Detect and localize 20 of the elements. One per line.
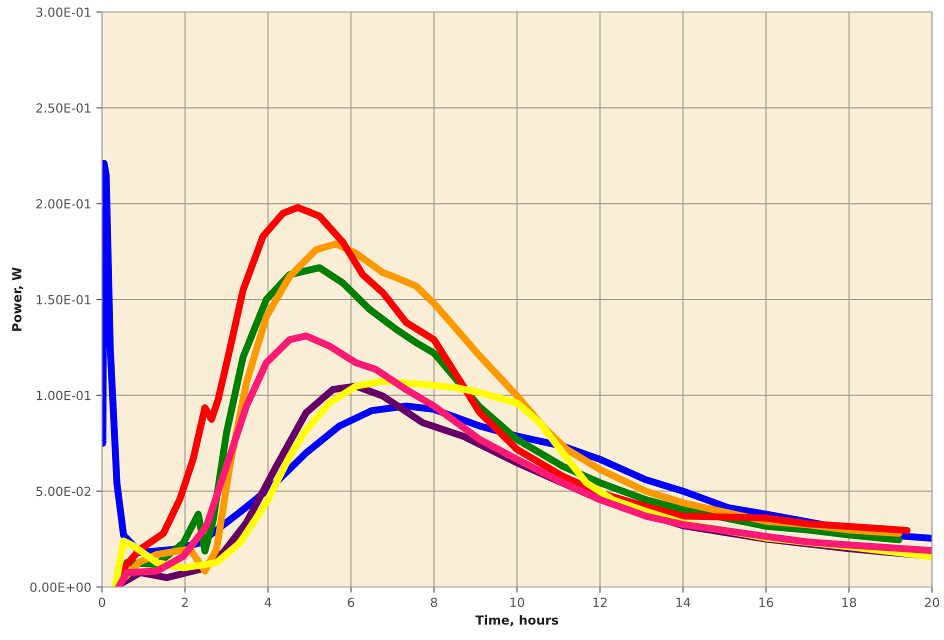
x-tick-label: 14 xyxy=(676,598,690,607)
y-tick-label: 1.00E-01 xyxy=(36,390,90,400)
y-tick-label: 5.00E-02 xyxy=(36,486,90,496)
y-tick-label: 1.50E-01 xyxy=(36,294,90,304)
x-tick-label: 4 xyxy=(264,598,272,607)
y-tick-label: 2.50E-01 xyxy=(36,103,90,113)
x-tick-label: 20 xyxy=(924,598,940,608)
x-tick-label: 8 xyxy=(430,598,438,608)
x-tick-label: 2 xyxy=(182,598,188,607)
y-tick-label: 2.00E-01 xyxy=(36,199,90,209)
x-tick-label: 18 xyxy=(842,598,856,608)
x-tick-label: 6 xyxy=(348,598,354,608)
y-axis-title: Power, W xyxy=(12,267,24,331)
y-tick-label: 0.00E+00 xyxy=(30,582,91,592)
x-tick-label: 16 xyxy=(759,598,774,608)
x-tick-label: 12 xyxy=(593,598,607,607)
x-tick-label: 0 xyxy=(98,598,106,608)
x-axis-title: Time, hours xyxy=(475,615,558,626)
y-tick-label: 3.00E-01 xyxy=(36,7,90,17)
x-tick-label: 10 xyxy=(510,598,524,608)
